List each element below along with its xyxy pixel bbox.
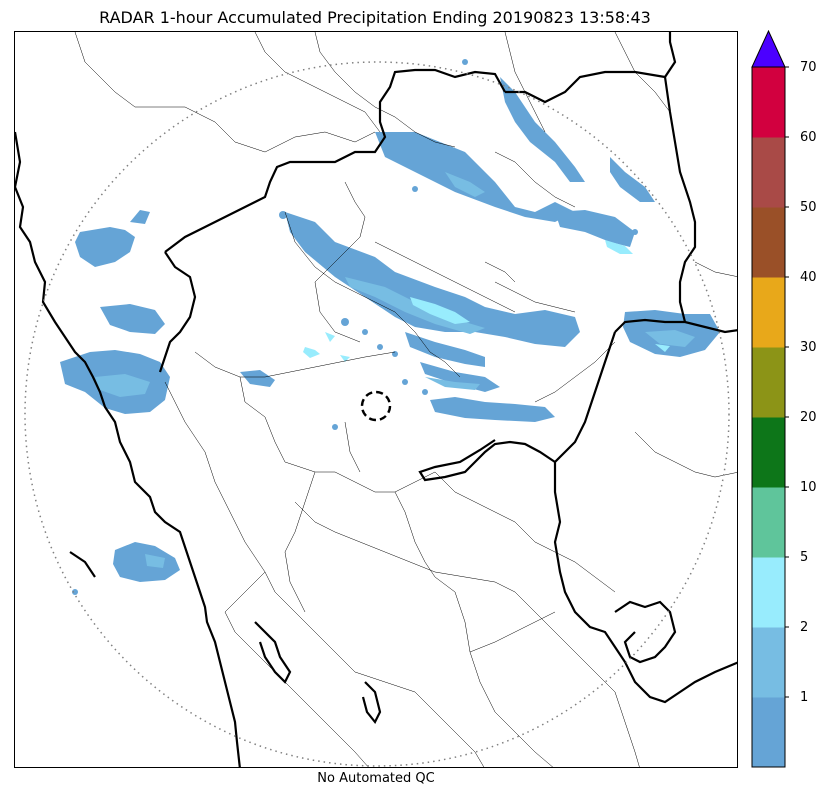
colorbar-label-40: 40 <box>800 270 817 285</box>
colorbar-label-20: 20 <box>800 410 817 425</box>
colorbar-label-2: 2 <box>800 620 809 635</box>
district-borders <box>74 32 737 767</box>
colorbar-label-60: 60 <box>800 130 817 145</box>
state-borders <box>69 32 737 725</box>
qc-note: No Automated QC <box>317 771 435 786</box>
radar-map[interactable] <box>14 31 738 768</box>
colorbar-label-70: 70 <box>800 60 817 75</box>
colorbar-segment <box>752 207 785 278</box>
colorbar-label-1: 1 <box>800 690 809 705</box>
radar-site-marker <box>360 390 392 422</box>
colorbar-segment <box>752 557 785 628</box>
colorbar-segment <box>752 627 785 698</box>
colorbar-label-10: 10 <box>800 480 817 495</box>
colorbar-label-50: 50 <box>800 200 817 215</box>
coastline <box>15 131 241 767</box>
colorbar-segment <box>752 67 785 138</box>
colorbar-segment <box>752 137 785 208</box>
colorbar-segment <box>752 487 785 558</box>
colorbar-segment <box>752 697 785 768</box>
map-canvas <box>15 32 737 767</box>
colorbar-segment <box>752 347 785 418</box>
map-title: RADAR 1-hour Accumulated Precipitation E… <box>99 8 651 27</box>
colorbar-segment <box>752 277 785 348</box>
colorbar-segment <box>752 417 785 488</box>
colorbar-label-5: 5 <box>800 550 809 565</box>
colorbar-extend-max-arrow <box>751 30 786 68</box>
colorbar-label-30: 30 <box>800 340 817 355</box>
radar-range-ring <box>24 61 730 767</box>
precipitation-colorbar <box>751 30 789 768</box>
precipitation-layer <box>60 59 720 595</box>
